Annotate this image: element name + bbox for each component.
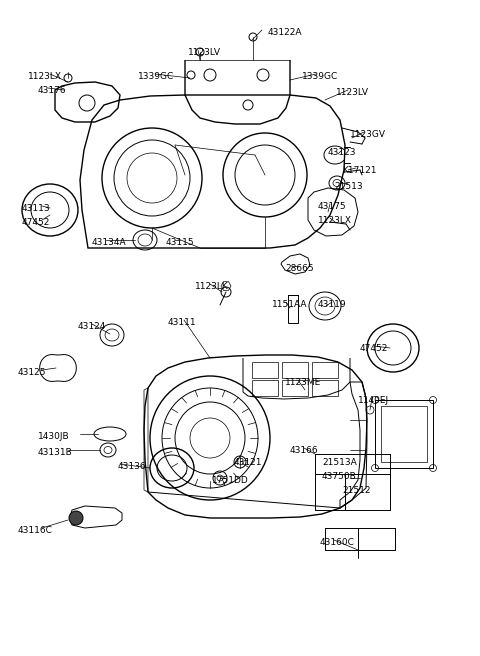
Text: 1123LK: 1123LK <box>195 282 229 291</box>
Bar <box>312 380 338 396</box>
Text: 1430JB: 1430JB <box>38 432 70 441</box>
Text: 43136: 43136 <box>118 462 146 471</box>
Text: 1339GC: 1339GC <box>302 72 338 81</box>
Bar <box>252 380 278 396</box>
Text: 1123GV: 1123GV <box>350 130 386 139</box>
Text: 1123LX: 1123LX <box>318 216 352 225</box>
Text: 43125: 43125 <box>18 368 47 377</box>
Text: 43122A: 43122A <box>268 28 302 37</box>
Bar <box>252 362 278 378</box>
Text: 43175: 43175 <box>318 202 347 211</box>
Text: 43121: 43121 <box>234 458 263 467</box>
Text: 43750B: 43750B <box>322 472 357 481</box>
Text: 43115: 43115 <box>166 238 194 247</box>
Text: 1339GC: 1339GC <box>138 72 174 81</box>
Bar <box>375 400 433 468</box>
Text: 47452: 47452 <box>360 344 388 353</box>
Bar <box>381 406 427 462</box>
Bar <box>282 362 308 378</box>
Text: 1123LV: 1123LV <box>336 88 369 97</box>
Text: 43119: 43119 <box>318 300 347 309</box>
Text: 43166: 43166 <box>290 446 319 455</box>
Text: 1151AA: 1151AA <box>272 300 308 309</box>
Text: 43113: 43113 <box>22 204 50 213</box>
Text: 1123ME: 1123ME <box>285 378 321 387</box>
Text: 43160C: 43160C <box>320 538 355 547</box>
Text: 28665: 28665 <box>285 264 313 273</box>
Bar <box>282 380 308 396</box>
Text: 1140EJ: 1140EJ <box>358 396 389 405</box>
Text: 43134A: 43134A <box>92 238 127 247</box>
Text: 47452: 47452 <box>22 218 50 227</box>
Text: 43124: 43124 <box>78 322 107 331</box>
Bar <box>288 295 298 323</box>
Text: 21513: 21513 <box>334 182 362 191</box>
Text: 1751DD: 1751DD <box>212 476 249 485</box>
Text: K17121: K17121 <box>342 166 376 175</box>
Text: 21513A: 21513A <box>322 458 357 467</box>
Text: 43176: 43176 <box>38 86 67 95</box>
Text: 43116C: 43116C <box>18 526 53 535</box>
Text: 43123: 43123 <box>328 148 357 157</box>
Bar <box>312 362 338 378</box>
Text: 43111: 43111 <box>168 318 197 327</box>
Circle shape <box>69 511 83 525</box>
Text: 21512: 21512 <box>342 486 371 495</box>
Text: 1123LV: 1123LV <box>188 48 221 57</box>
Text: 43131B: 43131B <box>38 448 73 457</box>
Text: 1123LX: 1123LX <box>28 72 62 81</box>
